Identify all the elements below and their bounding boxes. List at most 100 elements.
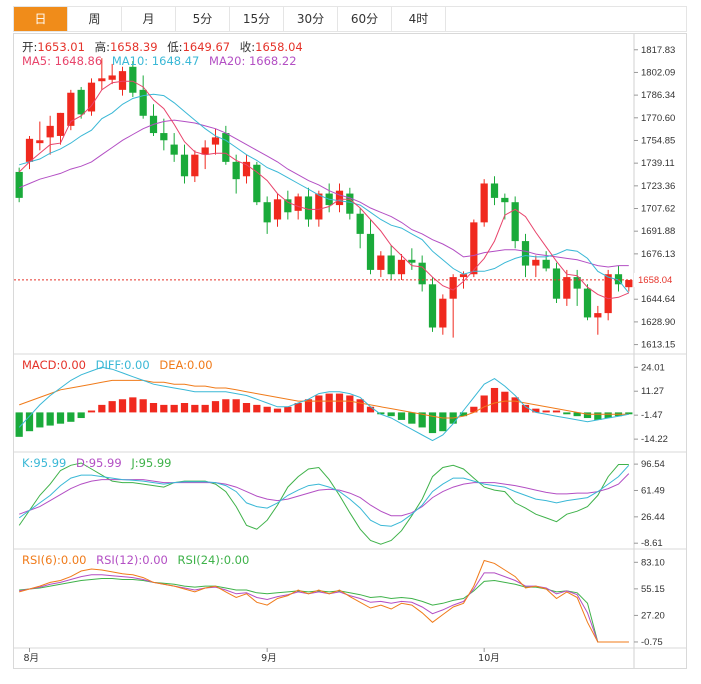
candle-body <box>201 147 209 155</box>
rsi24-line <box>19 578 629 643</box>
macd-bar <box>594 412 602 420</box>
candle-body <box>552 268 561 299</box>
tab-4[interactable]: 15分 <box>230 7 284 31</box>
macd-bar <box>346 395 354 413</box>
candle-body <box>470 222 478 275</box>
y-tick-label: 1707.62 <box>641 204 675 215</box>
macd-bar <box>470 406 478 413</box>
macd-bar <box>191 404 199 413</box>
macd-bar <box>46 412 54 426</box>
macd-bar <box>201 404 209 413</box>
y-tick-label: 24.01 <box>641 362 665 373</box>
y-tick-label: 1644.64 <box>641 294 675 305</box>
macd-bar <box>573 412 581 417</box>
macd-bar <box>315 395 323 413</box>
y-tick-label: 1723.36 <box>641 181 675 192</box>
macd-bar <box>583 412 592 419</box>
y-tick-label: 26.44 <box>641 512 665 523</box>
candle-body <box>191 154 199 177</box>
ma10-line <box>19 93 630 294</box>
tab-7[interactable]: 4时 <box>392 7 446 31</box>
candle-body <box>366 233 375 270</box>
candle-body <box>532 259 540 266</box>
tab-5[interactable]: 30分 <box>284 7 338 31</box>
candle-body <box>501 197 509 203</box>
y-tick-label: 1613.15 <box>641 340 675 351</box>
candle-body <box>284 199 292 213</box>
macd-bar <box>439 412 447 432</box>
candle-body <box>232 161 240 180</box>
macd-bar <box>563 412 571 415</box>
candle-body <box>335 190 344 206</box>
tab-6[interactable]: 60分 <box>338 7 392 31</box>
candle-body <box>139 89 147 116</box>
x-tick-label: 10月 <box>478 653 500 664</box>
candle-body <box>160 133 168 141</box>
macd-bar <box>222 399 230 413</box>
ma10-label: MA10: 1648.47 <box>111 54 200 68</box>
macd-bar <box>118 399 127 413</box>
candle-body <box>346 193 354 214</box>
candle-body <box>67 92 75 126</box>
tab-1[interactable]: 周 <box>68 7 122 31</box>
macd-bar <box>480 395 488 413</box>
y-tick-label: -14.22 <box>641 434 668 445</box>
x-tick-label: 8月 <box>24 653 40 664</box>
y-tick-label: 11.27 <box>641 386 664 397</box>
y-tick-label: -8.61 <box>641 538 663 549</box>
candle-body <box>625 279 633 288</box>
candle-body <box>87 82 96 112</box>
ma-legend: MA5: 1648.86 MA10: 1648.47 MA20: 1668.22 <box>22 54 303 68</box>
y-tick-label: 1802.09 <box>641 67 675 78</box>
candle-body <box>428 284 437 328</box>
candle-body <box>263 202 271 223</box>
macd-bar <box>263 406 271 413</box>
y-tick-label: 1786.34 <box>641 90 675 101</box>
candle-body <box>46 125 54 138</box>
macd-bar <box>232 399 240 413</box>
candle-body <box>542 259 550 269</box>
y-tick-label: 1676.13 <box>641 249 675 260</box>
candle-body <box>129 66 137 93</box>
macd-bar <box>356 399 364 413</box>
macd-bar <box>428 412 437 434</box>
y-tick-label: 1739.11 <box>641 158 675 169</box>
macd-bar <box>98 404 106 413</box>
y-tick-label: 1770.60 <box>641 113 675 124</box>
candle-body <box>459 274 468 278</box>
macd-bar <box>532 408 540 413</box>
candle-body <box>594 313 602 318</box>
macd-bar <box>304 399 313 413</box>
candle-body <box>15 171 23 198</box>
y-tick-label: -0.75 <box>641 637 663 648</box>
macd-bar <box>625 412 633 415</box>
macd-bar <box>408 412 416 424</box>
macd-bar <box>294 403 302 413</box>
macd-bar <box>273 408 282 413</box>
macd-bar <box>366 406 375 413</box>
macd-bar <box>253 404 261 413</box>
macd-bar <box>211 401 220 413</box>
macd-bar <box>108 401 116 413</box>
period-tabs: 日周月 5分 15分 30分 60分 4时 <box>13 6 687 32</box>
ma20-line <box>19 119 629 268</box>
candle-body <box>77 89 85 115</box>
tab-3[interactable]: 5分 <box>176 7 230 31</box>
rsi-legend: RSI(6):0.00 RSI(12):0.00 RSI(24):0.00 <box>22 553 250 567</box>
macd-bar <box>180 403 189 413</box>
tab-0[interactable]: 日 <box>14 7 68 31</box>
macd-bar <box>459 412 468 417</box>
candle-body <box>56 112 65 136</box>
current-price-label: 1658.04 <box>638 275 672 286</box>
candle-body <box>304 196 313 220</box>
k-line <box>18 464 630 527</box>
tab-2[interactable]: 月 <box>122 7 176 31</box>
macd-bar <box>87 410 96 413</box>
y-tick-label: -1.47 <box>641 410 663 421</box>
macd-bar <box>377 412 385 415</box>
candle-body <box>273 199 282 220</box>
candle-body <box>573 277 581 289</box>
macd-bar <box>335 393 344 413</box>
dea-line <box>19 379 629 419</box>
macd-bar <box>552 410 561 413</box>
